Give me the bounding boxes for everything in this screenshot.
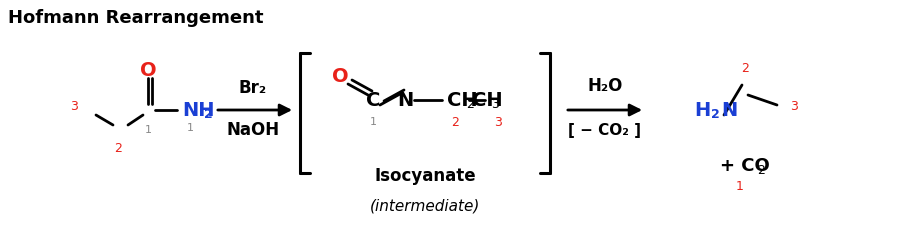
Text: CH: CH (447, 90, 478, 109)
Text: CH: CH (472, 90, 503, 109)
Text: 3: 3 (494, 115, 502, 129)
Text: NH: NH (182, 100, 215, 119)
Text: H: H (694, 100, 710, 119)
Text: 3: 3 (70, 99, 78, 113)
Text: N: N (397, 90, 413, 109)
Text: 2: 2 (451, 115, 459, 129)
Text: 3: 3 (790, 99, 798, 113)
Text: 2: 2 (204, 109, 213, 122)
Text: C: C (365, 90, 380, 109)
Text: NaOH: NaOH (226, 121, 279, 139)
Text: + CO: + CO (720, 157, 770, 175)
Text: 1: 1 (145, 125, 152, 135)
Text: O: O (140, 60, 156, 79)
Text: 2: 2 (757, 164, 765, 178)
Text: 3: 3 (491, 99, 499, 111)
Text: N: N (721, 100, 737, 119)
Text: 2: 2 (741, 61, 749, 74)
Text: O: O (331, 66, 348, 85)
Text: Isocyanate: Isocyanate (374, 167, 476, 185)
Text: (intermediate): (intermediate) (370, 198, 480, 213)
Text: Hofmann Rearrangement: Hofmann Rearrangement (8, 9, 263, 27)
Text: [ − CO₂ ]: [ − CO₂ ] (568, 123, 641, 138)
Text: 1: 1 (369, 117, 376, 127)
Text: Br₂: Br₂ (239, 79, 267, 97)
Text: 2: 2 (711, 109, 720, 122)
Text: 1: 1 (736, 179, 744, 193)
Text: H₂O: H₂O (587, 77, 622, 95)
Text: 2: 2 (466, 99, 474, 111)
Text: 1: 1 (187, 123, 193, 133)
Text: 2: 2 (114, 142, 122, 154)
